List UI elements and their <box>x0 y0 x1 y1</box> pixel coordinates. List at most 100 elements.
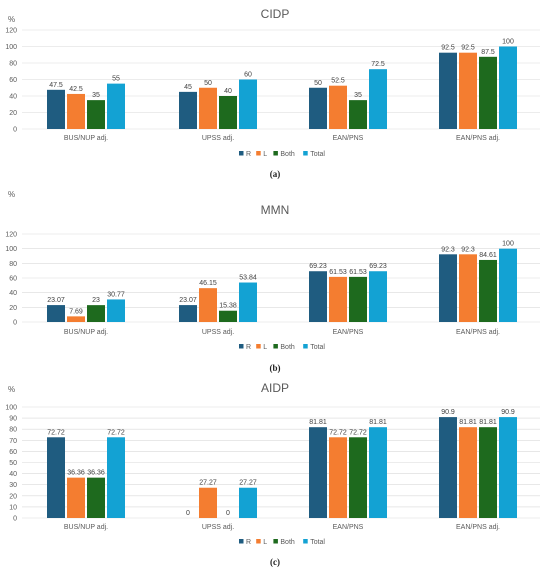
data-label: 50 <box>204 80 212 87</box>
data-label: 27.27 <box>199 480 217 487</box>
y-tick-label: 80 <box>9 61 17 68</box>
legend-swatch <box>256 151 261 156</box>
data-label: 46.15 <box>199 280 217 287</box>
data-label: 100 <box>502 39 514 46</box>
legend-entry: Both <box>280 151 295 158</box>
legend-swatch <box>239 539 244 544</box>
legend: R L Both Total <box>239 151 325 158</box>
y-tick-label: 0 <box>13 127 17 134</box>
data-label: 35 <box>354 92 362 99</box>
data-label: 23.07 <box>47 297 65 304</box>
bar-r <box>47 437 65 518</box>
y-tick-label: 0 <box>13 516 17 523</box>
bar-both <box>349 437 367 518</box>
legend-entry: R <box>246 539 251 546</box>
data-label: 100 <box>502 241 514 248</box>
y-tick-label: 120 <box>5 232 17 239</box>
data-label: 52.5 <box>331 78 345 85</box>
data-label: 42.5 <box>69 86 83 93</box>
y-tick-label: 90 <box>9 416 17 423</box>
data-label: 27.27 <box>239 480 257 487</box>
y-tick-label: 20 <box>9 305 17 312</box>
data-label: 61.53 <box>329 269 347 276</box>
data-label: 81.81 <box>479 419 497 426</box>
y-tick-label: 120 <box>5 28 17 35</box>
bar-r <box>439 417 457 518</box>
bar-r <box>439 52 457 129</box>
data-label: 61.53 <box>349 269 367 276</box>
x-category-label: UPSS adj. <box>202 135 234 142</box>
y-tick-label: 10 <box>9 504 17 511</box>
legend-entry: Total <box>310 539 325 546</box>
data-label: 81.81 <box>309 419 327 426</box>
legend: R L Both Total <box>239 344 325 351</box>
y-axis-unit: % <box>8 190 15 199</box>
legend-entry: R <box>246 344 251 351</box>
legend-swatch <box>303 539 308 544</box>
legend-entry: Total <box>310 151 325 158</box>
y-tick-label: 20 <box>9 493 17 500</box>
y-tick-label: 40 <box>9 94 17 101</box>
y-tick-label: 100 <box>5 246 17 253</box>
bar-both <box>87 305 105 322</box>
data-label: 92.5 <box>461 45 475 52</box>
legend-swatch <box>303 151 308 156</box>
data-label: 36.36 <box>67 470 85 477</box>
bar-l <box>459 254 477 322</box>
chart-title: CIDP <box>261 7 290 21</box>
data-label: 72.72 <box>47 429 65 436</box>
legend-swatch <box>303 344 308 349</box>
data-label: 40 <box>224 88 232 95</box>
y-tick-label: 40 <box>9 290 17 297</box>
data-label: 81.81 <box>459 419 477 426</box>
legend-swatch <box>256 539 261 544</box>
data-label: 69.23 <box>309 263 327 270</box>
data-label: 72.5 <box>371 61 385 68</box>
panel-caption: (a) <box>270 169 281 179</box>
bar-r <box>47 89 65 129</box>
x-category-label: UPSS adj. <box>202 329 234 336</box>
data-label: 30.77 <box>107 291 125 298</box>
bar-total <box>369 427 387 518</box>
x-category-label: EAN/PNS <box>333 135 364 142</box>
y-tick-label: 60 <box>9 449 17 456</box>
chart-title: MMN <box>261 203 290 217</box>
bar-l <box>329 437 347 518</box>
data-label: 90.9 <box>501 409 515 416</box>
bar-l <box>199 487 217 518</box>
x-category-label: BUS/NUP adj. <box>64 524 108 531</box>
y-tick-label: 60 <box>9 276 17 283</box>
bar-total <box>499 46 517 129</box>
x-category-label: EAN/PNS adj. <box>456 135 500 142</box>
bar-r <box>309 87 327 129</box>
bar-total <box>107 299 125 322</box>
legend-swatch <box>239 344 244 349</box>
bar-both <box>349 100 367 129</box>
bar-r <box>179 305 197 322</box>
x-category-label: EAN/PNS <box>333 329 364 336</box>
legend-entry: L <box>263 539 267 546</box>
bar-both <box>479 56 497 129</box>
data-label: 92.3 <box>461 246 475 253</box>
bar-both <box>219 310 237 322</box>
y-tick-label: 0 <box>13 320 17 327</box>
data-label: 90.9 <box>441 409 455 416</box>
bar-both <box>349 276 367 322</box>
y-tick-label: 70 <box>9 438 17 445</box>
x-category-label: BUS/NUP adj. <box>64 329 108 336</box>
data-label: 7.69 <box>69 308 83 315</box>
y-tick-label: 100 <box>5 405 17 412</box>
data-label: 69.23 <box>369 263 387 270</box>
x-category-label: EAN/PNS adj. <box>456 524 500 531</box>
data-label: 92.5 <box>441 45 455 52</box>
legend-swatch <box>256 344 261 349</box>
bar-both <box>479 427 497 518</box>
y-axis-unit: % <box>8 15 15 24</box>
bar-both <box>219 96 237 129</box>
bar-r <box>309 271 327 322</box>
panel-caption: (b) <box>270 363 281 373</box>
bar-total <box>107 437 125 518</box>
y-tick-label: 20 <box>9 110 17 117</box>
data-label: 15.38 <box>219 303 237 310</box>
